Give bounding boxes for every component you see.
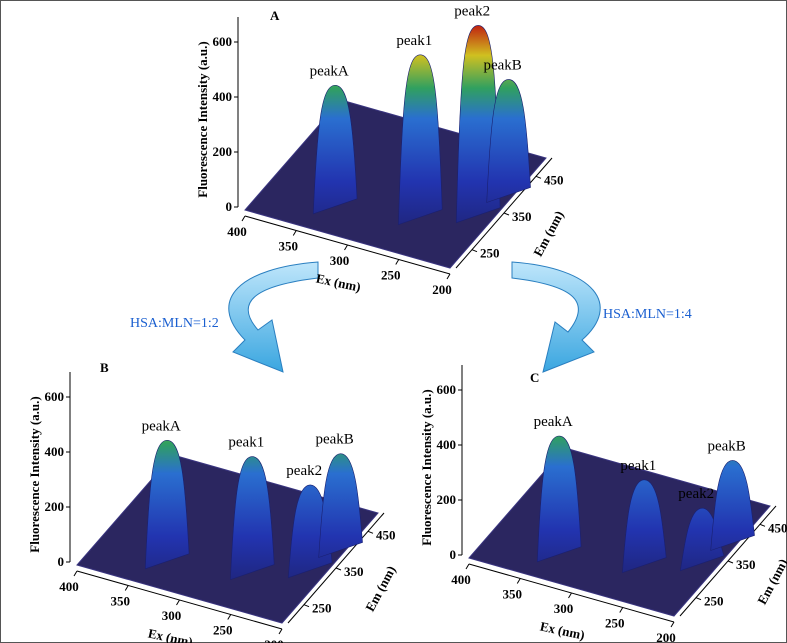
peak-label: peak1 <box>396 33 432 49</box>
peak <box>144 439 190 570</box>
z-tick-label: 600 <box>45 389 65 404</box>
ex-tick-label: 250 <box>381 268 401 283</box>
em-tick <box>303 604 310 608</box>
z-tick-label: 0 <box>58 554 65 569</box>
em-tick-label: 350 <box>736 557 756 572</box>
ex-tick-label: 400 <box>227 224 247 239</box>
z-tick-label: 200 <box>45 499 65 514</box>
ex-tick <box>568 592 572 599</box>
ex-tick-label: 350 <box>111 594 131 609</box>
em-tick <box>727 560 734 564</box>
peak-label: peak2 <box>454 3 490 19</box>
ex-tick-label: 400 <box>59 579 79 594</box>
ex-tick <box>124 585 129 591</box>
peak <box>622 479 667 574</box>
z-tick-label: 600 <box>213 34 233 49</box>
ex-tick <box>278 628 283 635</box>
ex-tick-label: 300 <box>330 253 350 268</box>
ex-tick <box>670 621 675 628</box>
z-tick-label: 600 <box>437 382 457 397</box>
peak <box>398 54 443 226</box>
em-tick <box>335 567 342 571</box>
ex-tick <box>465 563 470 570</box>
ex-tick-label: 200 <box>432 282 452 297</box>
arrow-left <box>228 261 319 373</box>
peak-label: peak1 <box>228 435 264 451</box>
peak-label: peak1 <box>620 458 656 474</box>
z-axis-title: Fluorescence Intensity (a.u.) <box>195 41 210 197</box>
em-tick-label: 450 <box>768 520 787 535</box>
arrow-label: HSA:MLN=1:2 <box>130 316 219 331</box>
ex-tick <box>176 599 180 606</box>
peak-label: peak2 <box>678 486 714 502</box>
arrow-right <box>511 261 601 373</box>
peak-label: peakB <box>483 57 521 73</box>
z-tick-label: 0 <box>226 199 233 214</box>
ex-tick-label: 350 <box>503 587 523 602</box>
ex-tick-label: 300 <box>162 608 182 623</box>
em-tick-label: 350 <box>512 209 532 224</box>
peak-label: peakB <box>707 438 745 454</box>
z-tick-label: 200 <box>213 144 233 159</box>
z-tick-label: 400 <box>45 444 65 459</box>
ex-tick <box>73 570 78 577</box>
ex-tick <box>446 273 451 280</box>
ex-tick-label: 250 <box>213 623 233 638</box>
ex-tick <box>344 244 348 251</box>
peak <box>536 435 582 563</box>
ex-tick-label: 400 <box>451 572 471 587</box>
em-tick <box>535 175 542 179</box>
peak-label: peak2 <box>286 463 322 479</box>
arrow-label: HSA:MLN=1:4 <box>603 307 692 322</box>
ex-tick-label: 200 <box>264 637 284 643</box>
z-tick-label: 400 <box>213 89 233 104</box>
em-tick <box>503 212 510 216</box>
z-tick-label: 400 <box>437 437 457 452</box>
em-tick-label: 450 <box>544 172 564 187</box>
z-tick-label: 0 <box>450 547 457 562</box>
em-tick-label: 450 <box>376 527 396 542</box>
peak <box>312 84 358 215</box>
peak-label: peakA <box>310 63 349 79</box>
em-tick <box>471 249 478 253</box>
panel-label: B <box>100 360 109 375</box>
ex-tick-label: 350 <box>279 239 299 254</box>
peak-label: peakA <box>534 414 573 430</box>
ex-tick <box>619 607 624 613</box>
peak <box>710 460 755 551</box>
ex-tick <box>227 614 232 620</box>
em-tick-label: 350 <box>344 564 364 579</box>
peak-label: peakA <box>142 418 181 434</box>
panel-label: C <box>530 370 539 385</box>
em-tick-label: 250 <box>704 594 724 609</box>
em-tick-label: 250 <box>312 601 332 616</box>
z-axis-title: Fluorescence Intensity (a.u.) <box>419 389 434 545</box>
em-tick <box>367 530 374 534</box>
peak <box>318 453 363 558</box>
em-tick <box>759 523 766 527</box>
z-tick-label: 200 <box>437 492 457 507</box>
ex-tick <box>395 259 400 265</box>
panel-label: A <box>270 8 280 23</box>
ex-tick-label: 250 <box>605 616 625 631</box>
peak <box>230 456 275 581</box>
ex-tick-label: 200 <box>656 630 676 643</box>
ex-tick <box>516 578 521 584</box>
ex-tick <box>241 215 246 222</box>
z-axis-title: Fluorescence Intensity (a.u.) <box>27 396 42 552</box>
em-tick-label: 250 <box>480 246 500 261</box>
ex-tick <box>292 230 297 236</box>
em-tick <box>695 597 702 601</box>
peak <box>486 79 531 203</box>
ex-tick-label: 300 <box>554 601 574 616</box>
peak-label: peakB <box>315 432 353 448</box>
